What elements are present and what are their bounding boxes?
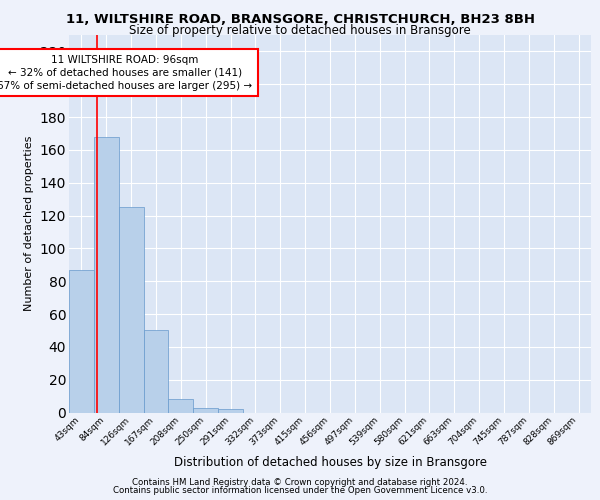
Text: 11 WILTSHIRE ROAD: 96sqm
← 32% of detached houses are smaller (141)
67% of semi-: 11 WILTSHIRE ROAD: 96sqm ← 32% of detach… bbox=[0, 54, 253, 91]
X-axis label: Distribution of detached houses by size in Bransgore: Distribution of detached houses by size … bbox=[173, 456, 487, 468]
Bar bbox=[169, 400, 193, 412]
Y-axis label: Number of detached properties: Number of detached properties bbox=[24, 136, 34, 312]
Bar bbox=[119, 208, 143, 412]
Text: Contains HM Land Registry data © Crown copyright and database right 2024.: Contains HM Land Registry data © Crown c… bbox=[132, 478, 468, 487]
Bar bbox=[218, 409, 243, 412]
Text: Contains public sector information licensed under the Open Government Licence v3: Contains public sector information licen… bbox=[113, 486, 487, 495]
Bar bbox=[69, 270, 94, 412]
Text: 11, WILTSHIRE ROAD, BRANSGORE, CHRISTCHURCH, BH23 8BH: 11, WILTSHIRE ROAD, BRANSGORE, CHRISTCHU… bbox=[65, 13, 535, 26]
Bar bbox=[143, 330, 169, 412]
Bar bbox=[193, 408, 218, 412]
Bar bbox=[94, 137, 119, 412]
Text: Size of property relative to detached houses in Bransgore: Size of property relative to detached ho… bbox=[129, 24, 471, 37]
